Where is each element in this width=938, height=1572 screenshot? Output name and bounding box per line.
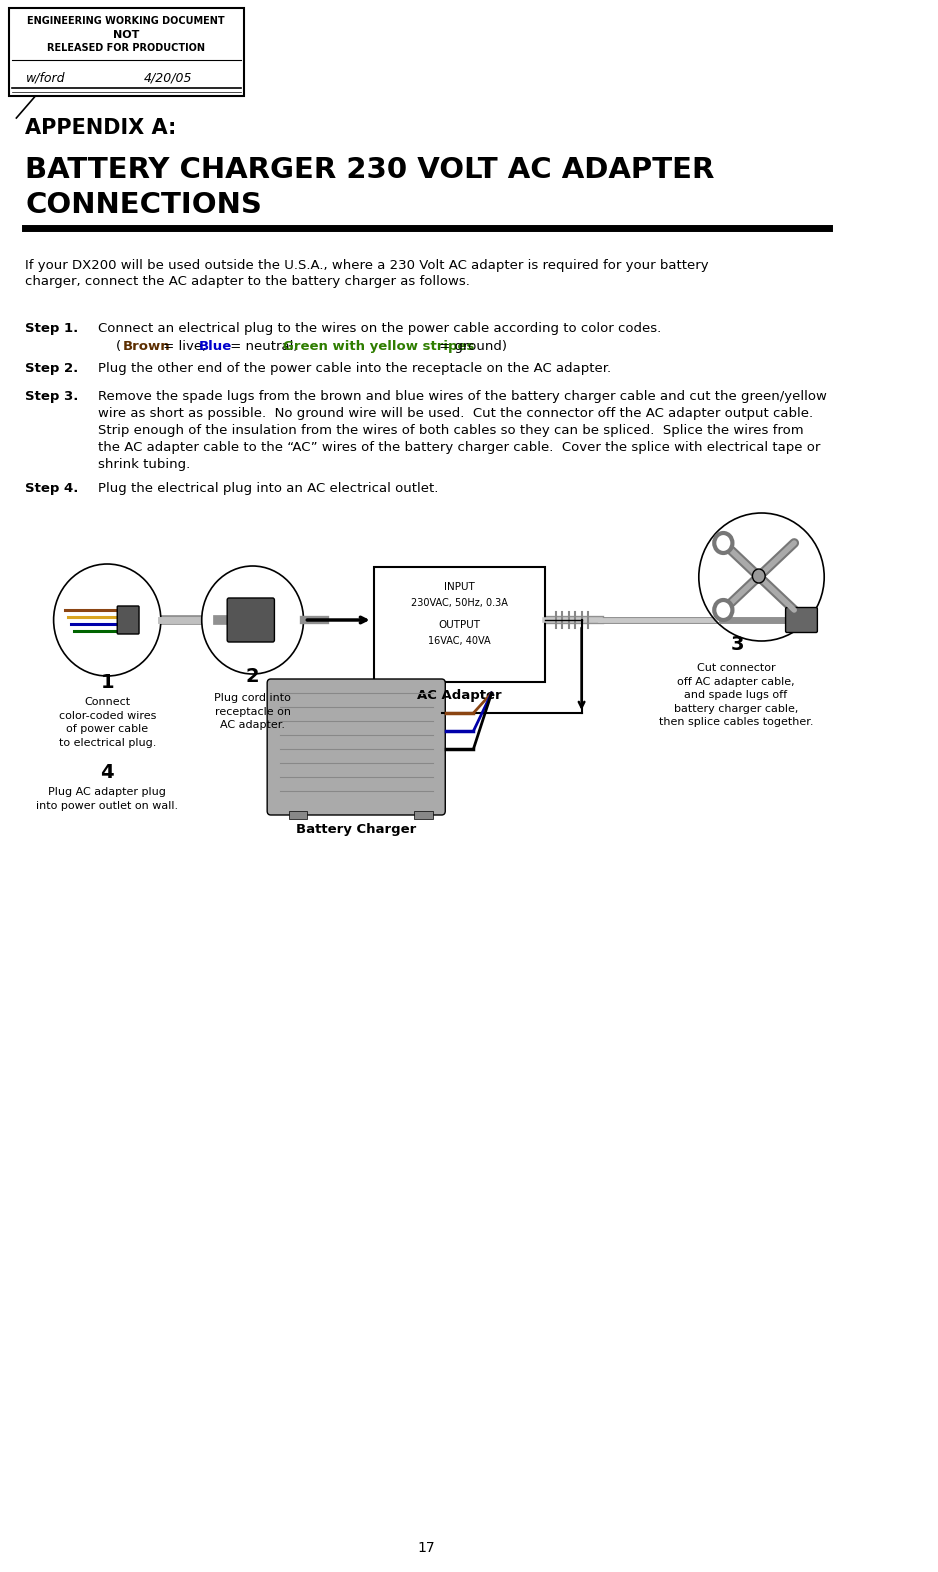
Text: If your DX200 will be used outside the U.S.A., where a 230 Volt AC adapter is re: If your DX200 will be used outside the U… — [25, 258, 709, 272]
Text: charger, connect the AC adapter to the battery charger as follows.: charger, connect the AC adapter to the b… — [25, 275, 470, 289]
Text: Plug cord into
receptacle on
AC adapter.: Plug cord into receptacle on AC adapter. — [214, 693, 291, 731]
Text: Step 3.: Step 3. — [25, 390, 79, 402]
Text: RELEASED FOR PRODUCTION: RELEASED FOR PRODUCTION — [47, 42, 205, 53]
Text: shrink tubing.: shrink tubing. — [98, 457, 190, 472]
Text: = neutral,: = neutral, — [226, 340, 302, 354]
FancyBboxPatch shape — [117, 605, 139, 634]
Text: 17: 17 — [417, 1541, 435, 1555]
Text: APPENDIX A:: APPENDIX A: — [25, 118, 177, 138]
Circle shape — [714, 601, 733, 619]
Bar — [9, 8, 244, 96]
Text: Step 4.: Step 4. — [25, 483, 79, 495]
Text: ENGINEERING WORKING DOCUMENT: ENGINEERING WORKING DOCUMENT — [27, 16, 225, 27]
Bar — [289, 811, 307, 819]
Text: Connect
color-coded wires
of power cable
to electrical plug.: Connect color-coded wires of power cable… — [58, 696, 156, 748]
Text: 16VAC, 40VA: 16VAC, 40VA — [429, 637, 492, 646]
Text: 230VAC, 50Hz, 0.3A: 230VAC, 50Hz, 0.3A — [412, 597, 508, 608]
Text: Step 2.: Step 2. — [25, 362, 79, 376]
Text: Battery Charger: Battery Charger — [296, 822, 416, 835]
Text: Plug the other end of the power cable into the receptacle on the AC adapter.: Plug the other end of the power cable in… — [98, 362, 612, 376]
FancyBboxPatch shape — [227, 597, 275, 641]
Text: 4/20/05: 4/20/05 — [144, 71, 192, 85]
Circle shape — [752, 569, 765, 583]
Text: Cut connector
off AC adapter cable,
and spade lugs off
battery charger cable,
th: Cut connector off AC adapter cable, and … — [658, 663, 813, 728]
Ellipse shape — [699, 512, 825, 641]
Text: Brown: Brown — [123, 340, 171, 354]
Text: 2: 2 — [246, 668, 260, 687]
Text: Connect an electrical plug to the wires on the power cable according to color co: Connect an electrical plug to the wires … — [98, 322, 661, 335]
Bar — [415, 811, 432, 819]
Text: 4: 4 — [100, 764, 114, 783]
Text: wire as short as possible.  No ground wire will be used.  Cut the connector off : wire as short as possible. No ground wir… — [98, 407, 813, 420]
Ellipse shape — [53, 564, 160, 676]
Text: the AC adapter cable to the “AC” wires of the battery charger cable.  Cover the : the AC adapter cable to the “AC” wires o… — [98, 442, 821, 454]
Text: INPUT: INPUT — [445, 582, 476, 593]
FancyBboxPatch shape — [267, 679, 446, 814]
Text: Step 1.: Step 1. — [25, 322, 79, 335]
Text: Remove the spade lugs from the brown and blue wires of the battery charger cable: Remove the spade lugs from the brown and… — [98, 390, 827, 402]
Text: (: ( — [116, 340, 121, 354]
Text: w/ford: w/ford — [25, 71, 65, 85]
Text: AC Adapter: AC Adapter — [417, 690, 502, 703]
Ellipse shape — [202, 566, 304, 674]
Text: 3: 3 — [731, 635, 745, 654]
Text: OUTPUT: OUTPUT — [439, 619, 481, 630]
Text: BATTERY CHARGER 230 VOLT AC ADAPTER: BATTERY CHARGER 230 VOLT AC ADAPTER — [25, 156, 715, 184]
Text: Plug the electrical plug into an AC electrical outlet.: Plug the electrical plug into an AC elec… — [98, 483, 439, 495]
Text: 1: 1 — [100, 673, 114, 693]
Text: Green with yellow stripes: Green with yellow stripes — [282, 340, 474, 354]
Text: = live,: = live, — [159, 340, 210, 354]
Text: Plug AC adapter plug
into power outlet on wall.: Plug AC adapter plug into power outlet o… — [37, 788, 178, 811]
Circle shape — [714, 533, 733, 553]
Text: Strip enough of the insulation from the wires of both cables so they can be spli: Strip enough of the insulation from the … — [98, 424, 804, 437]
Text: Blue: Blue — [199, 340, 233, 354]
Text: CONNECTIONS: CONNECTIONS — [25, 192, 263, 219]
FancyBboxPatch shape — [786, 607, 817, 632]
Text: = ground): = ground) — [435, 340, 507, 354]
Bar — [374, 567, 545, 682]
Text: NOT: NOT — [113, 30, 140, 39]
